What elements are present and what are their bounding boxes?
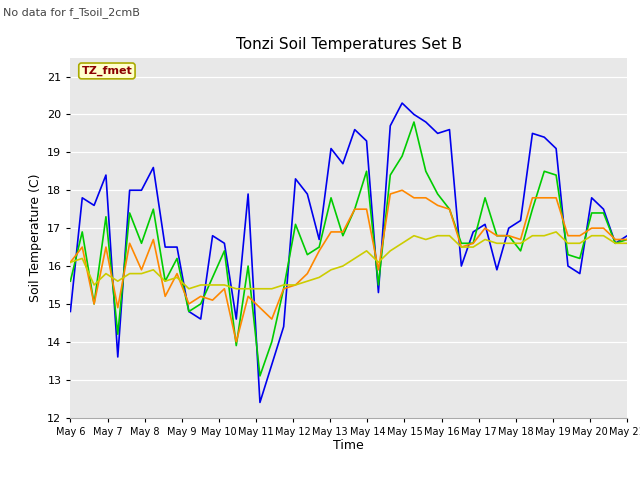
Y-axis label: Soil Temperature (C): Soil Temperature (C) — [29, 173, 42, 302]
Title: Tonzi Soil Temperatures Set B: Tonzi Soil Temperatures Set B — [236, 37, 462, 52]
Text: No data for f_Tsoil_2cmB: No data for f_Tsoil_2cmB — [3, 7, 140, 18]
X-axis label: Time: Time — [333, 439, 364, 453]
Text: TZ_fmet: TZ_fmet — [81, 66, 132, 76]
